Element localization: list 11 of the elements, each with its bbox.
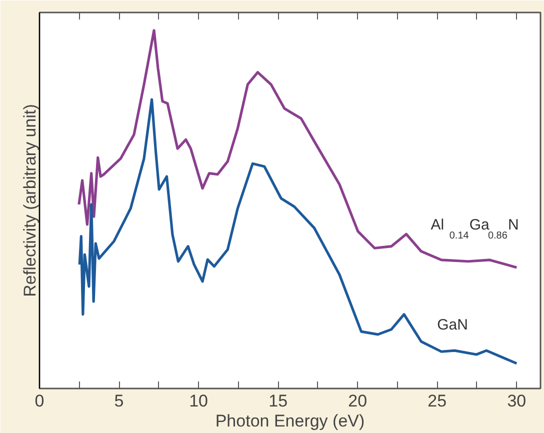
series-label: Al0.14Ga0.86N <box>430 216 519 242</box>
y-axis-title: Reflectivity (arbitrary unit) <box>20 104 40 297</box>
x-tick-label: 0 <box>34 392 44 410</box>
series-label: GaN <box>437 316 468 334</box>
x-tick-label: 25 <box>428 392 447 410</box>
x-tick-label: 20 <box>348 392 368 410</box>
x-axis-title: Photon Energy (eV) <box>215 412 365 430</box>
x-tick-label: 15 <box>268 392 288 410</box>
x-tick-label: 10 <box>189 392 208 410</box>
x-tick-label: 5 <box>114 392 124 410</box>
x-tick-label: 30 <box>507 392 526 410</box>
